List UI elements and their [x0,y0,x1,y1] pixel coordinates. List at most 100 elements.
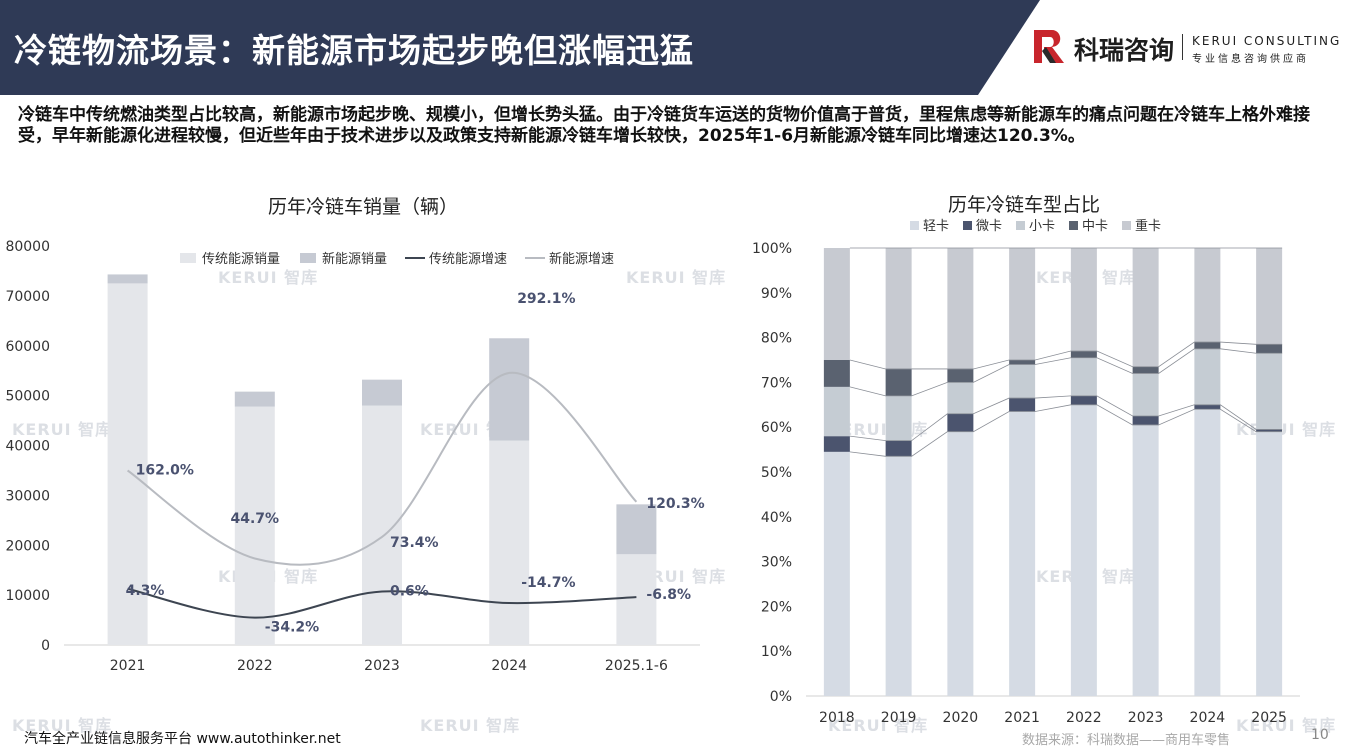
legend-label: 小卡 [1029,219,1055,234]
watermark: KERUI 智库 [12,420,113,439]
logo-mark-icon [1034,30,1064,63]
bar-微卡 [1009,398,1036,412]
legend-label: 新能源增速 [549,251,614,267]
y-tick-label: 70% [761,375,792,391]
bar-微卡 [1132,416,1159,425]
watermark: KERUI 智库 [626,268,727,287]
bar-重卡 [947,248,974,369]
bar-重卡 [885,248,912,369]
legend-swatch-新能源销量 [300,253,316,263]
logo-text-en: KERUI CONSULTING [1192,34,1342,48]
line-传统能源增速 [127,587,637,619]
bar-轻卡 [823,451,850,696]
bar-重卡 [1194,248,1221,343]
logo-divider [1182,34,1183,60]
bar-轻卡 [1009,411,1036,696]
y-tick-label: 10% [761,644,792,660]
watermark: KERUI 智库 [1236,716,1337,735]
x-tick-label: 2020 [943,710,979,722]
y-tick-label: 10000 [5,588,50,604]
bar-微卡 [1194,404,1221,410]
bar-重卡 [1132,248,1159,367]
x-tick-label: 2023 [1128,710,1164,722]
data-label-传统能源增速: 4.3% [126,583,165,599]
series-connector-轻卡 [849,404,1283,457]
y-tick-label: 40000 [5,439,50,455]
y-tick-label: 40% [761,510,792,526]
x-tick-label: 2021 [1004,710,1040,722]
bar-小卡 [885,395,912,441]
data-label-新能源增速: 120.3% [646,496,704,512]
y-tick-label: 60% [761,420,792,436]
logo-text-cn: 科瑞咨询 [1074,36,1175,65]
header-background [0,0,1040,95]
logo-tagline: 专业信息咨询供应商 [1192,54,1309,65]
x-tick-label: 2018 [819,710,855,722]
company-logo: 科瑞咨询 KERUI CONSULTING 专业信息咨询供应商 [1034,28,1344,68]
bar-新能源销量 [107,274,148,284]
bar-微卡 [1070,395,1097,405]
y-tick-label: 0% [770,689,792,705]
x-tick-label: 2023 [364,658,400,674]
legend-swatch-微卡 [963,221,972,230]
data-label-传统能源增速: 0.6% [390,584,429,600]
data-label-新能源增速: 292.1% [517,291,575,307]
bar-微卡 [1256,429,1283,432]
page-number: 10 [1311,727,1329,743]
bar-重卡 [1009,248,1036,360]
data-label-新能源增速: 73.4% [390,535,439,551]
bar-小卡 [1132,373,1159,416]
watermark: KERUI 智库 [420,716,521,735]
bar-微卡 [947,413,974,432]
watermark: KERUI 智库 [12,716,113,735]
legend-label: 传统能源增速 [429,252,507,267]
y-tick-label: 100% [752,241,792,257]
y-tick-label: 50000 [5,389,50,405]
left-chart-title: 历年冷链车销量（辆） [268,196,459,218]
legend-swatch-中卡 [1069,221,1078,230]
x-tick-label: 2019 [881,710,917,722]
bar-重卡 [1256,248,1283,345]
bar-小卡 [1070,357,1097,396]
y-tick-label: 80% [761,331,792,347]
y-tick-label: 50% [761,465,792,481]
bar-小卡 [947,382,974,414]
bar-中卡 [1009,360,1036,365]
y-tick-label: 60000 [5,339,50,355]
legend-label: 中卡 [1082,219,1108,234]
bar-新能源销量 [489,338,530,441]
footer-source: 数据来源：科瑞数据——商用车零售 [1022,733,1231,748]
bar-新能源销量 [362,379,402,406]
legend-swatch-轻卡 [910,221,919,230]
legend-label: 轻卡 [923,219,949,234]
bar-中卡 [1256,344,1283,354]
right-chart-title: 历年冷链车型占比 [948,194,1101,216]
series-connector-小卡 [849,348,1283,397]
sales-volume-chart: 0 10000 20000 30000 40000 50000 60000 70000 8000… [5,239,704,674]
data-label-新能源增速: 162.0% [136,463,194,479]
x-tick-label: 2025.1-6 [605,658,668,674]
y-tick-label: 80000 [5,239,50,255]
bar-小卡 [1009,364,1036,399]
page-title: 冷链物流场景：新能源市场起步晚但涨幅迅猛 [14,31,694,70]
x-tick-label: 2022 [237,658,273,674]
bar-中卡 [947,368,974,383]
watermark: KERUI 智库 [828,716,929,735]
y-tick-label: 20% [761,599,792,615]
bar-中卡 [1070,351,1097,358]
bar-微卡 [885,440,912,457]
data-label-传统能源增速: -14.7% [521,575,575,591]
data-label-传统能源增速: -6.8% [646,587,691,603]
legend-label: 重卡 [1135,218,1161,234]
bar-传统能源销量 [234,406,275,645]
y-tick-label: 30000 [5,488,50,504]
bar-传统能源销量 [489,440,530,645]
legend-swatch-小卡 [1016,221,1025,230]
footer-platform: 汽车全产业链信息服务平台 www.autothinker.net [24,731,341,747]
legend-label: 微卡 [976,219,1002,234]
y-tick-label: 20000 [5,538,50,554]
bar-小卡 [1194,348,1221,405]
line-新能源增速 [127,371,638,566]
legend-swatch-传统能源销量 [180,253,196,263]
bar-中卡 [1132,366,1159,374]
